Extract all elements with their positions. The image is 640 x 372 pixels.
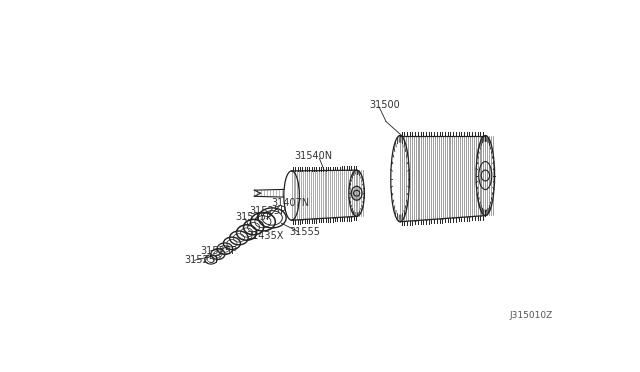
- Text: 31525P: 31525P: [184, 255, 221, 265]
- Text: 31555: 31555: [289, 227, 320, 237]
- Text: 31525P: 31525P: [249, 206, 286, 216]
- Text: 31500: 31500: [369, 100, 400, 110]
- Text: 31540N: 31540N: [294, 151, 332, 161]
- Text: 31525P: 31525P: [235, 212, 272, 222]
- Text: J315010Z: J315010Z: [509, 311, 553, 320]
- Text: 31435X: 31435X: [246, 231, 284, 241]
- Text: 31407N: 31407N: [271, 198, 310, 208]
- Text: 31525P: 31525P: [200, 246, 237, 256]
